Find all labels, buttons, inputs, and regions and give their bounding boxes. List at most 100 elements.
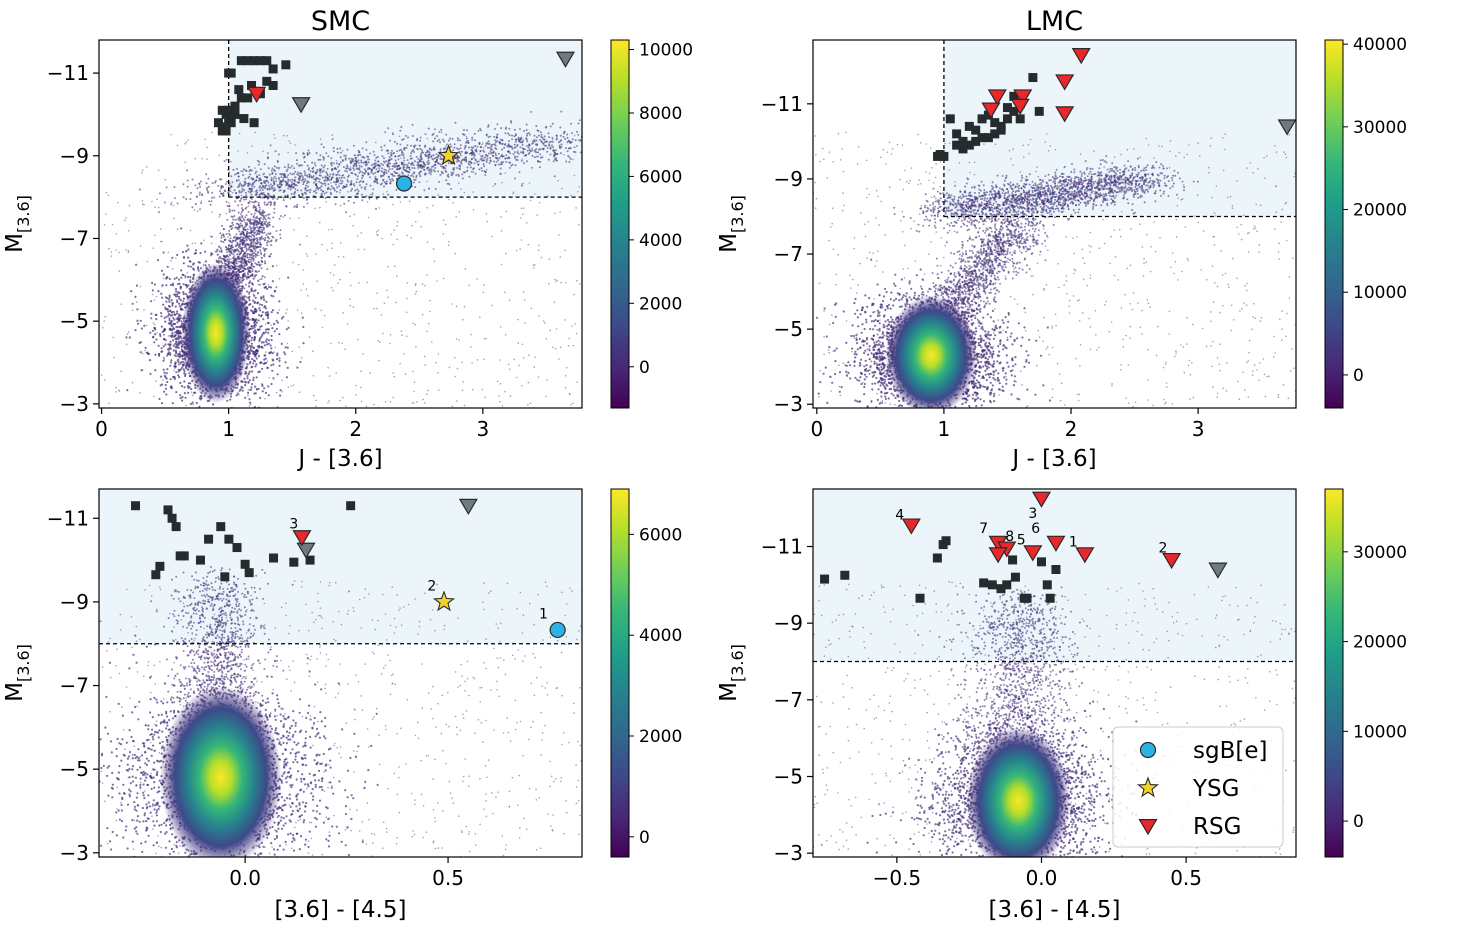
- sequence-point: [213, 196, 216, 199]
- field-point: [252, 293, 255, 296]
- field-point: [330, 182, 332, 184]
- sequence-point: [315, 152, 318, 155]
- sequence-point: [304, 172, 307, 175]
- sequence-point: [320, 143, 323, 146]
- core-point: [169, 353, 172, 356]
- field-point: [520, 207, 523, 210]
- field-point: [152, 247, 154, 249]
- sequence-point: [428, 162, 431, 164]
- sequence-point: [285, 205, 288, 208]
- sequence-point: [300, 172, 303, 175]
- sequence-point: [407, 136, 409, 139]
- sequence-point: [304, 178, 307, 181]
- field-point: [422, 398, 424, 401]
- sequence-point: [243, 168, 245, 171]
- sequence-point: [305, 198, 308, 201]
- sequence-point: [268, 221, 271, 224]
- field-point: [194, 242, 196, 244]
- sequence-point: [254, 172, 257, 175]
- core-point: [162, 345, 165, 348]
- sequence-point: [521, 141, 524, 144]
- sequence-point: [324, 196, 327, 199]
- field-point: [167, 335, 170, 337]
- field-point: [118, 251, 120, 254]
- sequence-point: [388, 168, 391, 171]
- core-point: [257, 319, 260, 322]
- sequence-point: [337, 165, 339, 168]
- sequence-point: [573, 146, 576, 149]
- sequence-point: [191, 178, 194, 181]
- sequence-point: [553, 175, 556, 178]
- sequence-point: [249, 183, 252, 186]
- sequence-point: [336, 151, 339, 154]
- field-point: [118, 390, 121, 392]
- field-point: [153, 323, 156, 326]
- sequence-point: [531, 166, 534, 169]
- sequence-point: [162, 356, 165, 359]
- sequence-point: [436, 160, 438, 163]
- sequence-point: [268, 173, 271, 176]
- field-point: [386, 289, 388, 292]
- field-point: [553, 301, 556, 304]
- sequence-point: [356, 193, 359, 196]
- sequence-point: [494, 183, 497, 185]
- sequence-point: [240, 219, 243, 222]
- sequence-point: [250, 197, 253, 200]
- sequence-point: [322, 158, 325, 161]
- sequence-point: [398, 173, 401, 176]
- core-point: [175, 391, 178, 394]
- sequence-point: [245, 214, 248, 217]
- field-point: [414, 293, 417, 295]
- sequence-point: [488, 162, 491, 165]
- sequence-point: [251, 270, 254, 273]
- sequence-point: [425, 155, 427, 157]
- sequence-point: [267, 201, 270, 204]
- sequence-point: [218, 195, 221, 198]
- field-point: [414, 284, 417, 287]
- field-point: [456, 400, 458, 402]
- field-point: [573, 293, 575, 296]
- sequence-point: [249, 243, 252, 246]
- sequence-point: [314, 164, 317, 167]
- field-point: [141, 169, 144, 172]
- sequence-point: [256, 226, 259, 229]
- sequence-point: [355, 162, 358, 165]
- sequence-point: [289, 188, 292, 191]
- sequence-point: [233, 215, 236, 217]
- sequence-point: [290, 192, 293, 195]
- sequence-point: [220, 224, 223, 227]
- sequence-point: [259, 249, 262, 252]
- sequence-point: [270, 186, 273, 189]
- field-point: [396, 221, 399, 223]
- sequence-point: [241, 224, 244, 227]
- sequence-point: [198, 191, 201, 194]
- field-point: [499, 359, 501, 361]
- field-point: [406, 282, 409, 284]
- field-point: [378, 207, 381, 209]
- sequence-point: [316, 170, 318, 173]
- sequence-point: [395, 188, 398, 191]
- sequence-point: [220, 185, 223, 188]
- sequence-point: [439, 173, 442, 176]
- sequence-point: [231, 239, 234, 242]
- field-point: [321, 326, 324, 329]
- field-point: [124, 219, 126, 222]
- sequence-point: [296, 173, 299, 176]
- sequence-point: [273, 183, 276, 186]
- sequence-point: [456, 156, 459, 159]
- sequence-point: [238, 183, 241, 186]
- sequence-point: [243, 264, 246, 267]
- sequence-point: [479, 158, 482, 161]
- field-point: [461, 389, 464, 392]
- sequence-point: [178, 363, 180, 366]
- field-point: [353, 213, 356, 216]
- field-point: [328, 375, 331, 377]
- core-point: [278, 359, 281, 363]
- sequence-point: [207, 177, 210, 180]
- sequence-point: [243, 242, 246, 245]
- sequence-point: [257, 163, 260, 166]
- sequence-point: [343, 154, 346, 157]
- sequence-point: [268, 194, 270, 196]
- field-point: [287, 151, 289, 154]
- sequence-point: [254, 269, 257, 272]
